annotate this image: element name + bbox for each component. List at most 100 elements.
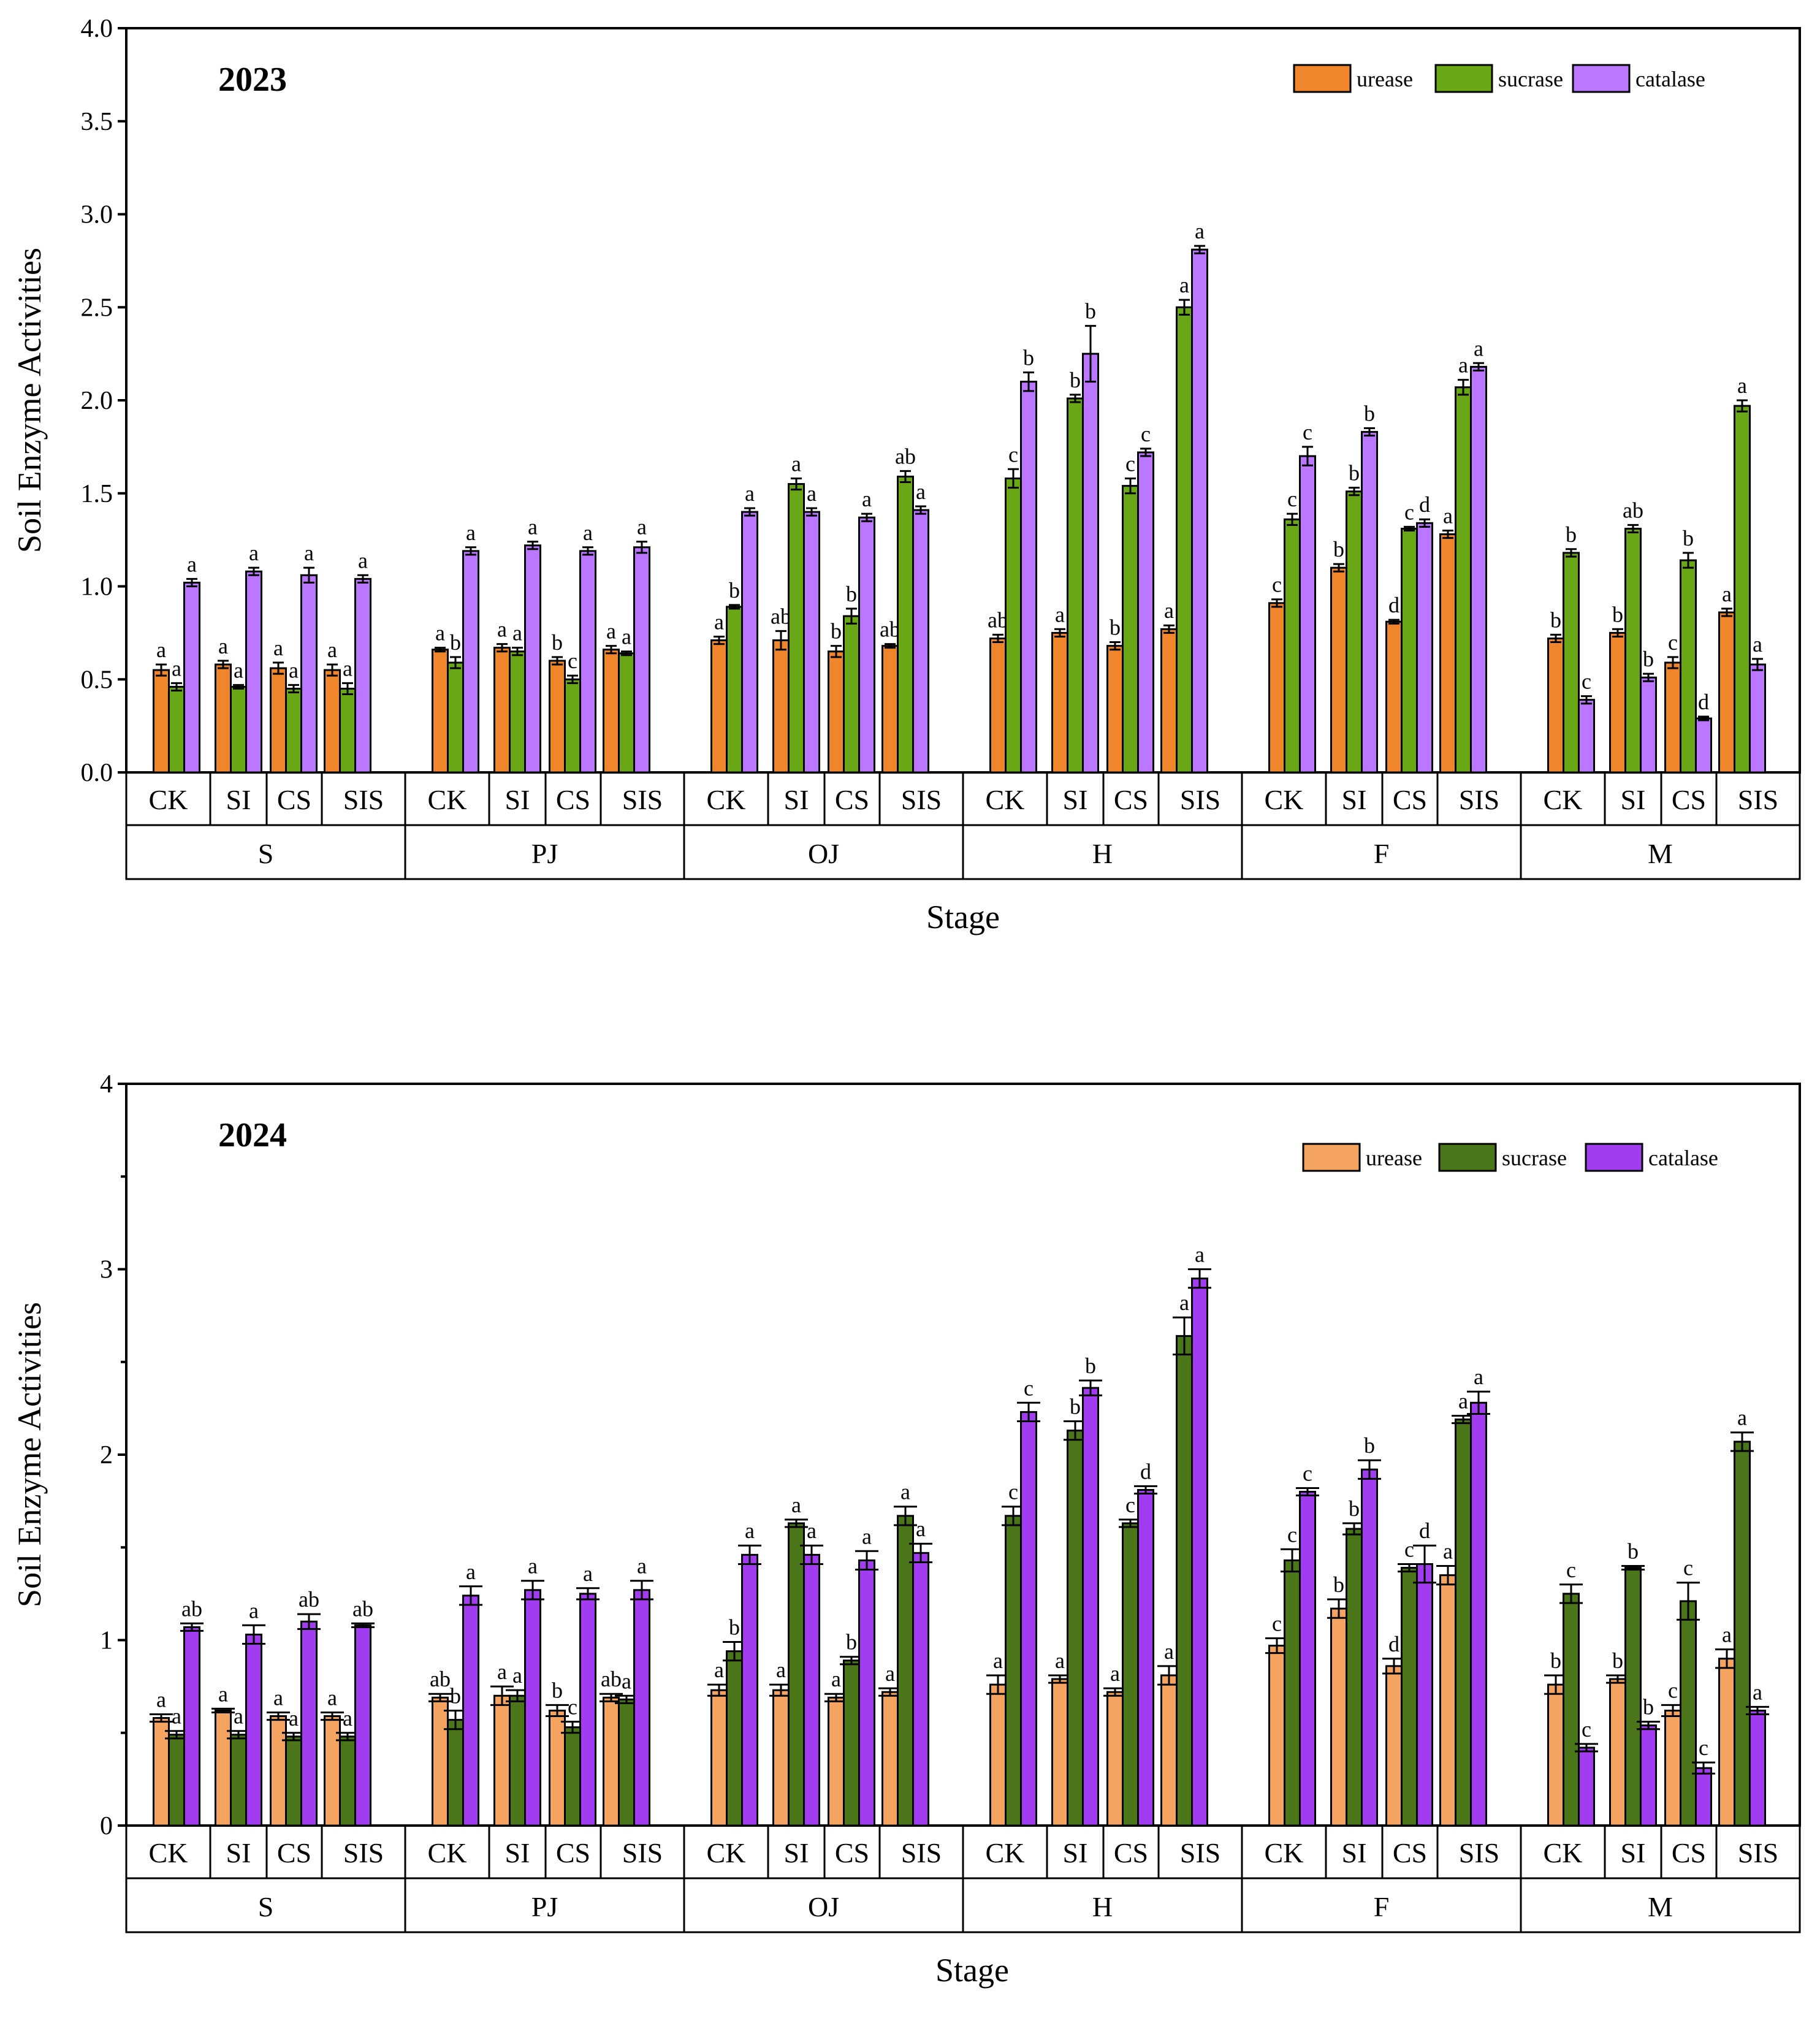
significance-letter: d [1388, 593, 1399, 617]
bar-urease [989, 637, 1007, 774]
treatment-label: CK [1265, 784, 1304, 815]
error-bar [1125, 477, 1136, 495]
chart-2023: 0.0 0.5 1.0 1.5 2.0 2.5 3.0 3.5 4.0 Soil Enzyme A… [11, 15, 1801, 935]
treatment-label: SI [226, 1837, 251, 1868]
error-bar [450, 656, 461, 669]
bar-sucrase [1346, 490, 1363, 774]
error-bar [1692, 1761, 1715, 1775]
significance-letter: c [1668, 630, 1678, 655]
bar-sucrase [1005, 1515, 1022, 1827]
significance-letter: a [1110, 1661, 1120, 1686]
error-bar [171, 682, 182, 691]
treatment-label: CS [1114, 1837, 1148, 1868]
bar-catalase [245, 1633, 262, 1827]
treatment-label: SI [505, 784, 530, 815]
bar-catalase [741, 511, 758, 774]
bar-urease [1664, 1709, 1681, 1827]
x-axis-label: Stage [926, 899, 1000, 935]
legend-label-urease: urease [1357, 67, 1413, 91]
significance-letter: a [714, 1658, 724, 1682]
significance-letter: b [846, 582, 857, 606]
significance-letter: d [1140, 1459, 1151, 1483]
treatment-label: SIS [1180, 784, 1220, 815]
significance-letter: a [304, 541, 314, 565]
error-bar [1054, 628, 1065, 638]
bar-catalase [183, 581, 200, 774]
error-bar [800, 1544, 823, 1565]
bar-catalase [1640, 676, 1657, 774]
bar-catalase [803, 511, 820, 774]
bar-catalase [354, 1624, 371, 1827]
legend-swatch-catalase [1572, 64, 1631, 93]
bar-sucrase [1067, 397, 1084, 774]
significance-letter: a [583, 520, 593, 545]
bar-sucrase [447, 1719, 464, 1827]
error-bar [428, 1693, 452, 1702]
bar-urease [215, 1709, 232, 1827]
significance-letter: c [1125, 451, 1135, 476]
significance-letter: b [1550, 607, 1561, 632]
error-bar [1110, 641, 1121, 651]
error-bar [180, 1622, 204, 1632]
error-bar [1566, 548, 1577, 558]
error-bar [435, 647, 446, 653]
error-bar [1296, 1487, 1319, 1497]
bar-sucrase [843, 1659, 860, 1827]
bar-urease [603, 649, 620, 774]
bar-catalase [1470, 365, 1487, 774]
treatment-label: CS [1672, 1837, 1706, 1868]
bar-sucrase [230, 685, 247, 774]
error-bar [744, 507, 755, 517]
treatment-label: CS [835, 1837, 869, 1868]
error-bar [1358, 1459, 1381, 1480]
bar-sucrase [447, 661, 464, 774]
significance-letter: c [1404, 500, 1414, 524]
bar-urease [153, 1717, 170, 1827]
significance-letter: a [249, 541, 259, 565]
significance-letter: b [1085, 299, 1096, 324]
error-bar [846, 607, 857, 625]
significance-letter: ab [895, 444, 916, 468]
error-bar [1698, 715, 1709, 722]
error-bar [1467, 1390, 1490, 1415]
significance-letter: a [528, 1554, 538, 1579]
bar-catalase [1749, 663, 1766, 774]
error-bar [909, 1542, 932, 1563]
significance-letter: c [1008, 442, 1018, 467]
error-bar [714, 635, 725, 646]
significance-letter: a [327, 638, 337, 662]
error-bar [1404, 525, 1415, 531]
bar-catalase [1299, 1491, 1316, 1827]
bar-catalase [1695, 717, 1712, 774]
significance-letter: a [1722, 1623, 1732, 1647]
bar-urease [493, 1694, 511, 1827]
bar-catalase [1749, 1709, 1766, 1827]
error-bar [357, 574, 368, 584]
significance-letter: a [862, 487, 872, 511]
bar-urease [1160, 1674, 1178, 1827]
stage-label: OJ [808, 838, 839, 869]
bar-urease [828, 650, 845, 774]
error-bar [267, 1711, 290, 1721]
significance-letter: a [807, 481, 817, 506]
significance-letter: a [1164, 1639, 1174, 1664]
bar-urease [1547, 1683, 1564, 1827]
significance-letter: ab [601, 1667, 622, 1691]
error-bar [465, 546, 476, 556]
significance-letter: a [289, 1706, 299, 1731]
significance-letter: a [1737, 1406, 1747, 1430]
bar-urease [1718, 1658, 1735, 1827]
significance-letter: c [1024, 1376, 1034, 1400]
error-bar [775, 630, 786, 651]
significance-letter: a [583, 1561, 593, 1586]
stage-label: H [1092, 1891, 1113, 1922]
significance-letter: c [568, 649, 577, 673]
stage-label: OJ [808, 1891, 839, 1922]
significance-letter: ab [352, 1596, 373, 1621]
bar-urease [1051, 631, 1068, 774]
significance-letter: a [1195, 219, 1205, 243]
treatment-label: CK [1265, 1837, 1304, 1868]
bar-catalase [1137, 451, 1154, 774]
treatment-label: SIS [1459, 784, 1499, 815]
error-bar [527, 541, 538, 550]
